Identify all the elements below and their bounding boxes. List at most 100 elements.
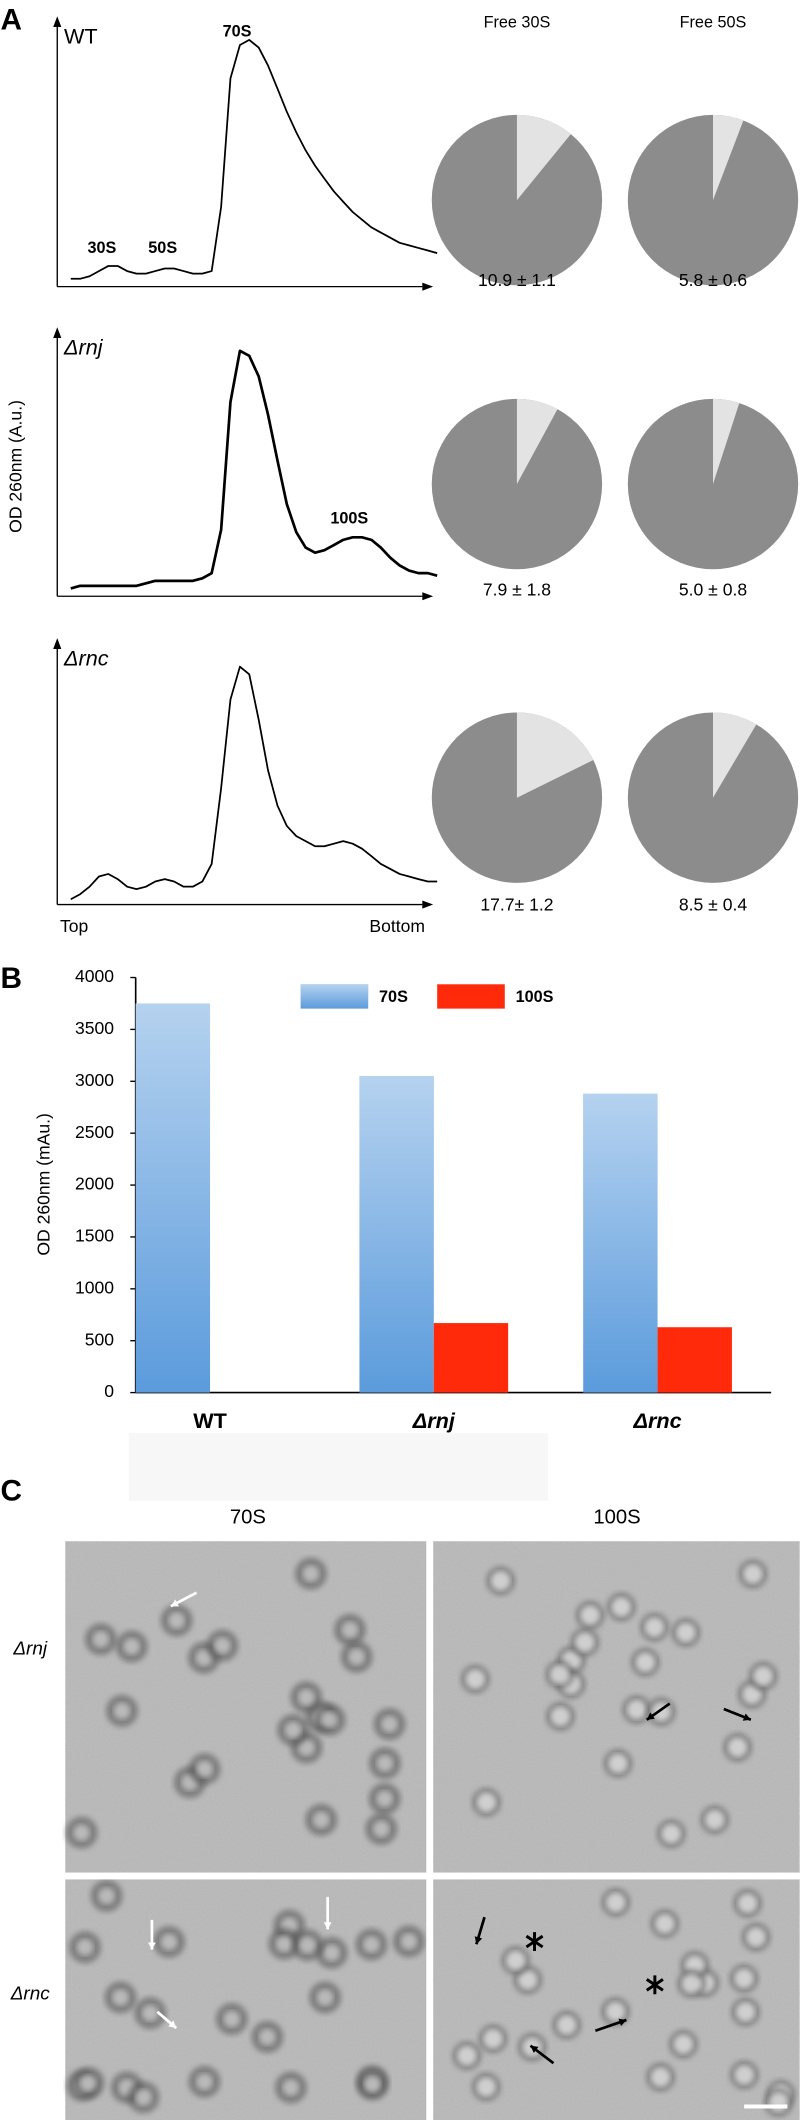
particle — [160, 1933, 178, 1951]
peak-label: 100S — [330, 509, 368, 527]
particle — [661, 1824, 681, 1844]
axis-arrow — [53, 16, 62, 28]
legend-sheen — [300, 984, 369, 1009]
particle — [282, 2079, 299, 2096]
pie-slice — [712, 398, 740, 485]
particle — [483, 2029, 503, 2049]
axis-arrow — [53, 638, 62, 649]
pie-slice — [516, 114, 571, 201]
particle — [611, 1597, 631, 1617]
x-end-label: Top — [60, 916, 89, 936]
particle — [518, 1970, 538, 1990]
micrograph — [65, 1879, 427, 2120]
particle — [476, 2077, 496, 2097]
particle — [363, 1936, 380, 1953]
particle — [381, 1715, 398, 1733]
profile-title: WT — [64, 24, 98, 49]
bar-sheen — [135, 1003, 211, 1393]
bar-sheen — [583, 1093, 658, 1393]
y-tick-label: 2000 — [75, 1174, 114, 1194]
x-end-label: Bottom — [369, 916, 425, 936]
pointer-arrowhead — [323, 1922, 332, 1930]
y-axis-label: OD 260nm (A.u.) — [5, 400, 25, 533]
particle — [682, 1974, 701, 1994]
particle — [112, 1989, 129, 2006]
particle — [651, 2067, 671, 2087]
y-tick-label: 0 — [104, 1381, 114, 1401]
particle — [476, 1792, 496, 1812]
particle — [736, 2002, 756, 2022]
x-tick-label: Δrnc — [632, 1408, 681, 1433]
pie-value-label: 5.8 ± 0.6 — [679, 270, 747, 290]
particle — [738, 1893, 758, 1913]
micrograph — [433, 1879, 800, 2120]
y-tick-label: 3000 — [75, 1070, 114, 1090]
y-axis-label: OD 260nm (mAu.) — [34, 1113, 54, 1256]
particle — [323, 1944, 340, 1962]
particle — [214, 1637, 231, 1654]
axis-arrow — [422, 900, 434, 909]
bar — [657, 1327, 732, 1393]
micrograph — [65, 1541, 427, 1873]
particle — [400, 1933, 418, 1950]
pie-value-label: 5.0 ± 0.8 — [679, 579, 747, 599]
particle — [316, 1989, 334, 2006]
particle — [223, 2010, 240, 2028]
pie-slice — [516, 398, 558, 485]
particle — [734, 1969, 754, 1988]
peak-label: 50S — [148, 239, 177, 257]
particle — [491, 1571, 511, 1591]
legend-label: 70S — [379, 988, 408, 1006]
pointer-arrowhead — [148, 1942, 156, 1950]
particle — [364, 2076, 381, 2093]
particle — [606, 1892, 626, 1912]
asterisk — [525, 1932, 544, 1951]
particle — [550, 1665, 570, 1684]
y-tick-label: 4000 — [75, 966, 114, 986]
particle — [113, 1702, 131, 1719]
particle — [575, 1632, 595, 1652]
particle — [746, 1927, 766, 1947]
pointer-arrowhead — [742, 1713, 751, 1721]
particle — [321, 1711, 338, 1728]
pie-title: Free 50S — [680, 13, 747, 31]
particle — [550, 1706, 570, 1726]
particle — [627, 1700, 647, 1720]
column-label: 70S — [230, 1507, 266, 1529]
particle — [196, 1760, 213, 1778]
particle — [705, 1810, 725, 1830]
particle — [142, 2004, 159, 2022]
pie-slice — [516, 712, 594, 798]
particle — [742, 1684, 762, 1704]
particle — [644, 1617, 664, 1637]
particle — [259, 2028, 276, 2046]
pointer-arrowhead — [646, 1712, 655, 1720]
bar — [433, 1323, 509, 1393]
pointer-arrowhead — [530, 2045, 539, 2054]
profile-line — [70, 349, 438, 590]
particle — [655, 1914, 675, 1934]
y-tick-label: 1000 — [75, 1277, 114, 1297]
bar-sheen — [359, 1076, 434, 1393]
pie-value-label: 8.5 ± 0.4 — [679, 895, 747, 915]
particle — [135, 2089, 152, 2106]
pie-value-label: 10.9 ± 1.1 — [478, 270, 556, 290]
particle — [196, 2073, 213, 2090]
row-label: Δrnc — [10, 1983, 50, 2004]
particle — [168, 1612, 185, 1629]
pie-slice — [712, 712, 757, 798]
panel-label: B — [0, 962, 21, 995]
pie-slice — [712, 114, 744, 201]
y-tick-label: 3500 — [75, 1018, 114, 1038]
legend-label: 100S — [516, 988, 554, 1006]
particle — [743, 1564, 763, 1584]
label-backdrop — [128, 1433, 549, 1501]
particle — [465, 1669, 485, 1689]
particle — [348, 1648, 365, 1665]
particle — [753, 1666, 773, 1686]
particle — [376, 1755, 394, 1772]
pointer-arrowhead — [474, 1936, 483, 1945]
axis-arrow — [53, 327, 62, 339]
